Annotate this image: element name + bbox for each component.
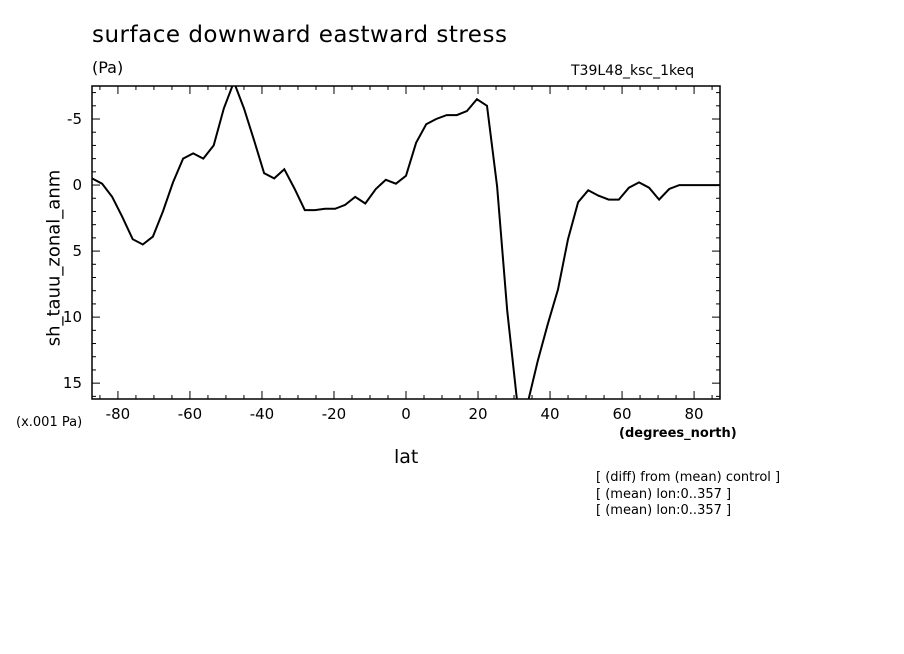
data-point: [324, 208, 326, 210]
x-tick-label: 20: [468, 405, 487, 423]
data-point: [121, 216, 123, 218]
x-tick-label: -60: [178, 405, 203, 423]
data-point: [608, 199, 610, 201]
data-point: [587, 190, 589, 192]
data-point: [263, 172, 265, 174]
major-ticks: [92, 86, 720, 399]
run-id-label: T39L48_ksc_1keq: [571, 63, 695, 79]
series-points: [91, 85, 721, 400]
data-point: [213, 145, 215, 147]
data-point: [223, 108, 225, 110]
y-scale-note: (x.001 Pa): [16, 415, 83, 430]
data-point: [425, 124, 427, 126]
data-point: [182, 158, 184, 160]
data-point: [618, 199, 620, 201]
data-point: [456, 114, 458, 116]
data-point: [709, 184, 711, 186]
x-tick-label: -80: [106, 405, 131, 423]
data-point: [101, 183, 103, 185]
data-point: [294, 188, 296, 190]
data-point: [142, 244, 144, 246]
data-point: [395, 183, 397, 185]
data-point: [648, 187, 650, 189]
data-point: [466, 110, 468, 112]
note-line: [ (mean) lon:0..357 ]: [596, 487, 732, 502]
data-point: [506, 310, 508, 312]
data-point: [486, 105, 488, 107]
data-point: [476, 98, 478, 100]
data-point: [446, 114, 448, 116]
data-point: [496, 186, 498, 188]
x-tick-label: 60: [613, 405, 632, 423]
y-axis-label: sh_tauu_zonal_anm: [43, 169, 65, 347]
x-units-label: (degrees_north): [619, 426, 737, 441]
x-axis-label: lat: [394, 446, 419, 468]
x-tick-label: -40: [250, 405, 275, 423]
tick-labels: -80 -60 -40 -20 0 20 40 60 80 -5 0 5 10 15: [63, 110, 704, 423]
data-point: [243, 108, 245, 110]
data-point: [385, 179, 387, 181]
data-point: [567, 238, 569, 240]
y-tick-label: 0: [72, 176, 82, 194]
data-point: [365, 203, 367, 205]
data-point: [152, 236, 154, 238]
data-point: [577, 201, 579, 203]
x-tick-label: -20: [322, 405, 347, 423]
data-point: [284, 168, 286, 170]
minor-ticks: [92, 86, 720, 399]
y-tick-label: 15: [63, 374, 82, 392]
data-point: [304, 209, 306, 211]
data-point: [547, 323, 549, 325]
x-tick-label: 80: [685, 405, 704, 423]
chart-units: (Pa): [92, 58, 124, 77]
note-line: [ (diff) from (mean) control ]: [596, 470, 781, 485]
data-point: [628, 187, 630, 189]
data-point: [435, 118, 437, 120]
y-tick-label: 10: [63, 308, 82, 326]
data-point: [354, 196, 356, 198]
data-point: [162, 211, 164, 213]
data-point: [598, 195, 600, 197]
data-point: [537, 360, 539, 362]
x-tick-label: 0: [401, 405, 411, 423]
data-point: [314, 209, 316, 211]
data-point: [668, 188, 670, 190]
data-point: [638, 182, 640, 184]
note-line: [ (mean) lon:0..357 ]: [596, 503, 732, 518]
data-point: [405, 175, 407, 177]
data-point: [334, 208, 336, 210]
y-tick-label: -5: [67, 110, 82, 128]
x-tick-label: 40: [540, 405, 559, 423]
data-point: [172, 182, 174, 184]
y-tick-label: 5: [72, 242, 82, 260]
chart-title: surface downward eastward stress: [92, 22, 508, 48]
data-point: [253, 139, 255, 141]
plot-frame: [91, 85, 721, 400]
data-point: [192, 153, 194, 155]
data-point: [679, 184, 681, 186]
data-point: [689, 184, 691, 186]
data-point: [132, 238, 134, 240]
data-point: [203, 158, 205, 160]
series-line: [92, 86, 720, 399]
data-point: [375, 188, 377, 190]
data-point: [415, 142, 417, 144]
data-point: [658, 199, 660, 201]
data-point: [111, 196, 113, 198]
data-point: [699, 184, 701, 186]
data-point: [557, 289, 559, 291]
data-point: [273, 178, 275, 180]
data-point: [344, 204, 346, 206]
